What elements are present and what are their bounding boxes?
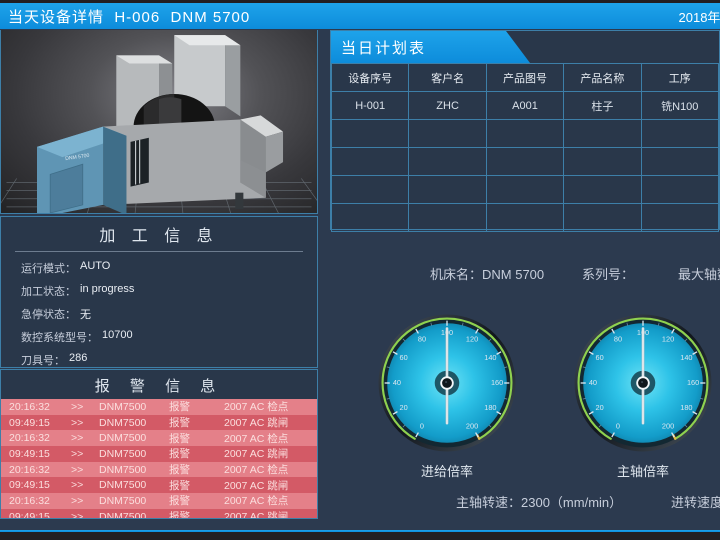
svg-text:120: 120 (662, 335, 674, 344)
svg-text:180: 180 (680, 403, 692, 412)
svg-text:20: 20 (596, 403, 604, 412)
svg-text:200: 200 (466, 421, 478, 430)
svg-text:80: 80 (418, 335, 426, 344)
svg-text:40: 40 (393, 378, 401, 387)
svg-text:60: 60 (596, 353, 604, 362)
svg-text:180: 180 (484, 403, 496, 412)
svg-text:80: 80 (614, 335, 622, 344)
svg-text:200: 200 (662, 421, 674, 430)
svg-text:0: 0 (616, 421, 620, 430)
svg-text:40: 40 (589, 378, 597, 387)
svg-text:120: 120 (466, 335, 478, 344)
svg-text:160: 160 (491, 378, 503, 387)
svg-text:140: 140 (484, 353, 496, 362)
svg-text:140: 140 (680, 353, 692, 362)
svg-text:160: 160 (687, 378, 699, 387)
svg-text:20: 20 (400, 403, 408, 412)
svg-text:0: 0 (420, 421, 424, 430)
svg-text:60: 60 (400, 353, 408, 362)
